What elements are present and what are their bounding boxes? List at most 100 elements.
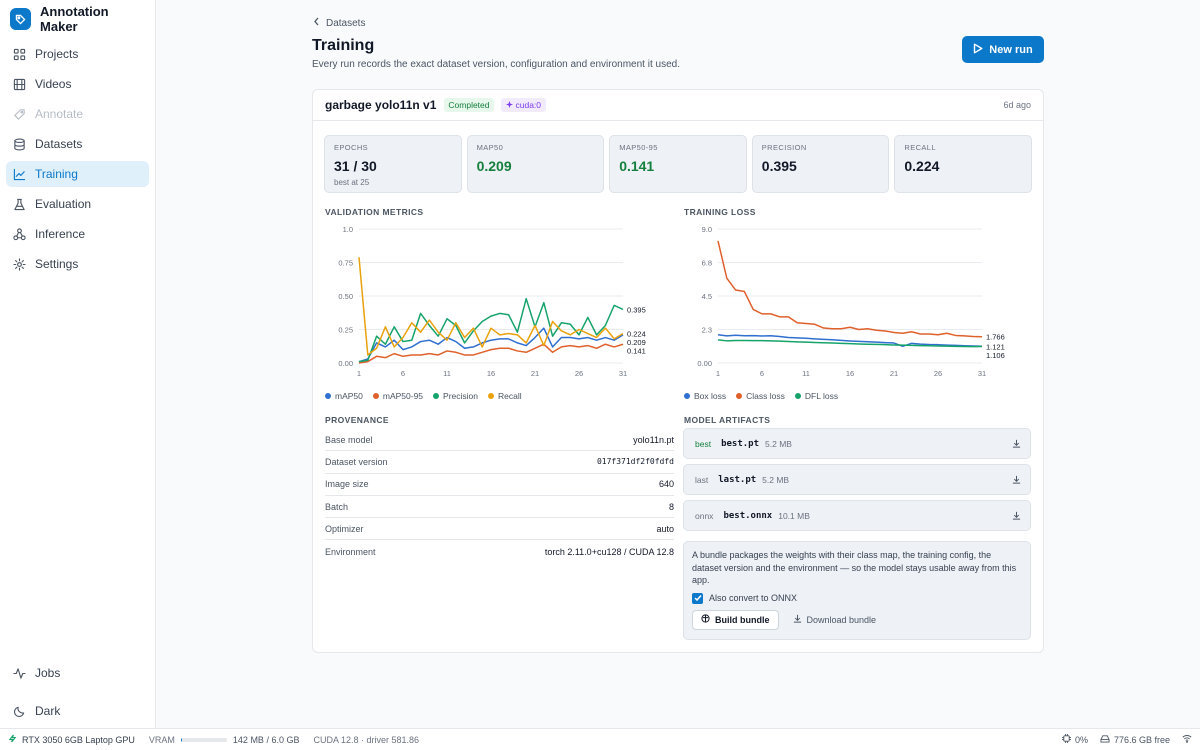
chart-line-icon bbox=[13, 168, 26, 181]
film-icon bbox=[13, 78, 26, 91]
stat-label: MAP50 bbox=[476, 143, 504, 152]
y-tick-label: 1.0 bbox=[343, 225, 353, 234]
vram-value: 142 MB / 6.0 GB bbox=[232, 734, 300, 745]
provenance-value: 640 bbox=[658, 479, 674, 490]
download-icon[interactable] bbox=[1012, 475, 1021, 484]
disk-status: 776.6 GB free bbox=[1100, 734, 1170, 745]
vram-label: VRAM bbox=[148, 734, 175, 745]
y-tick-label: 9.0 bbox=[702, 225, 712, 234]
end-value-label: 0.395 bbox=[627, 305, 646, 314]
y-tick-label: 4.5 bbox=[702, 292, 712, 301]
model-artifacts-title: MODEL ARTIFACTS bbox=[684, 415, 771, 425]
run-card: garbage yolo11n v1 Completed cuda:0 6d a… bbox=[312, 89, 1044, 653]
x-tick-label: 26 bbox=[934, 369, 942, 378]
artifact-onnx: onnx best.onnx 10.1 MB bbox=[683, 500, 1031, 531]
series-line-map50-95 bbox=[358, 343, 624, 364]
sidebar-item-videos[interactable]: Videos bbox=[6, 71, 149, 97]
moon-icon bbox=[13, 705, 26, 718]
series-line-class-loss bbox=[717, 240, 983, 338]
run-name: garbage yolo11n v1 bbox=[325, 98, 437, 112]
stats-row: EPOCHS 31 / 30 best at 25 MAP50 0.209 MAP50-9… bbox=[324, 135, 1032, 193]
end-value-label: 1.766 bbox=[986, 333, 1005, 342]
provenance-row: Base model yolo11n.pt bbox=[325, 429, 674, 452]
database-icon bbox=[13, 138, 26, 151]
y-tick-label: 6.8 bbox=[702, 259, 712, 268]
sidebar-item-datasets[interactable]: Datasets bbox=[6, 131, 149, 157]
sidebar-item-label: Projects bbox=[35, 47, 79, 61]
sidebar-item-dark[interactable]: Dark bbox=[6, 698, 149, 724]
artifact-list: best best.pt 5.2 MB last last.pt 5.2 MB onnx be… bbox=[683, 428, 1031, 536]
stat-card-epochs: EPOCHS 31 / 30 best at 25 bbox=[324, 135, 462, 193]
chevron-left-icon bbox=[313, 17, 320, 29]
sidebar-item-evaluation[interactable]: Evaluation bbox=[6, 191, 149, 217]
sidebar-item-training[interactable]: Training bbox=[6, 161, 149, 187]
x-tick-label: 11 bbox=[802, 369, 810, 378]
provenance-key: Image size bbox=[325, 479, 369, 490]
status-right: 0% 776.6 GB free bbox=[1061, 734, 1192, 745]
breadcrumb-back-link[interactable]: Datasets bbox=[313, 17, 365, 29]
legend-swatch bbox=[736, 393, 743, 399]
sidebar-item-label: Settings bbox=[35, 257, 79, 271]
download-icon[interactable] bbox=[1012, 511, 1021, 520]
artifact-filename: best.onnx bbox=[723, 510, 773, 521]
flask-icon bbox=[13, 198, 26, 211]
sidebar-item-label: Annotate bbox=[35, 107, 84, 121]
sidebar-item-label: Inference bbox=[35, 227, 86, 241]
provenance-value: 8 bbox=[668, 501, 674, 512]
artifact-size: 10.1 MB bbox=[778, 510, 810, 521]
y-tick-label: 2.3 bbox=[702, 326, 712, 335]
provenance-title: PROVENANCE bbox=[325, 415, 389, 425]
run-header: garbage yolo11n v1 Completed cuda:0 6d a… bbox=[313, 90, 1043, 121]
sidebar-item-label: Videos bbox=[35, 77, 72, 91]
legend-label: Recall bbox=[498, 391, 522, 401]
bundle-panel: A bundle packages the weights with their… bbox=[683, 541, 1031, 640]
series-line-box-loss bbox=[717, 333, 983, 348]
provenance-key: Environment bbox=[325, 546, 376, 557]
sidebar-item-projects[interactable]: Projects bbox=[6, 41, 149, 67]
build-bundle-button[interactable]: Build bundle bbox=[692, 609, 779, 630]
stat-sub: best at 25 bbox=[334, 178, 370, 187]
x-tick-label: 21 bbox=[890, 369, 898, 378]
bundle-description: A bundle packages the weights with their… bbox=[692, 550, 1017, 585]
artifact-tag: best bbox=[695, 438, 712, 449]
app-name: Annotation Maker bbox=[40, 4, 109, 34]
sidebar-item-inference[interactable]: Inference bbox=[6, 221, 149, 247]
wifi-icon bbox=[1182, 734, 1192, 745]
end-value-label: 0.224 bbox=[627, 330, 646, 339]
provenance-key: Batch bbox=[325, 501, 349, 512]
device-badge: cuda:0 bbox=[500, 98, 547, 112]
legend-label: Class loss bbox=[746, 391, 785, 401]
y-tick-label: 0.00 bbox=[697, 359, 712, 368]
x-tick-label: 6 bbox=[760, 369, 764, 378]
onnx-checkbox[interactable] bbox=[692, 592, 703, 604]
legend-item: mAP50 bbox=[325, 391, 363, 401]
validation-legend: mAP50 mAP50-95 Precision Recall bbox=[325, 391, 522, 401]
sidebar-item-label: Training bbox=[35, 167, 78, 181]
sidebar-item-label: Jobs bbox=[35, 666, 61, 680]
provenance-value: yolo11n.pt bbox=[633, 434, 674, 445]
onnx-checkbox-label: Also convert to ONNX bbox=[709, 593, 798, 603]
bundle-actions: Build bundle Download bundle bbox=[692, 609, 1022, 630]
download-icon[interactable] bbox=[1012, 439, 1021, 448]
legend-label: Precision bbox=[443, 391, 479, 401]
legend-swatch bbox=[684, 393, 690, 399]
status-badge: Completed bbox=[444, 98, 494, 112]
new-run-button[interactable]: New run bbox=[962, 36, 1044, 63]
sidebar-item-settings[interactable]: Settings bbox=[6, 251, 149, 277]
legend-item: mAP50-95 bbox=[372, 391, 423, 401]
provenance-row: Image size 640 bbox=[325, 474, 674, 496]
build-bundle-label: Build bundle bbox=[715, 614, 770, 625]
x-tick-label: 21 bbox=[531, 369, 539, 378]
legend-item: DFL loss bbox=[794, 391, 838, 401]
sidebar-item-label: Dark bbox=[35, 704, 61, 718]
provenance-key: Optimizer bbox=[325, 523, 364, 534]
download-bundle-button[interactable]: Download bundle bbox=[793, 614, 876, 625]
training-loss-title: TRAINING LOSS bbox=[684, 207, 756, 217]
sidebar-item-label: Evaluation bbox=[35, 197, 92, 211]
artifact-tag: onnx bbox=[695, 510, 714, 521]
provenance-value: 017f371df2f0fdfd bbox=[596, 457, 674, 467]
sidebar-item-jobs[interactable]: Jobs bbox=[6, 660, 149, 686]
bolt-icon bbox=[8, 734, 17, 745]
logo-icon bbox=[10, 8, 32, 30]
run-age: 6d ago bbox=[1003, 100, 1031, 110]
